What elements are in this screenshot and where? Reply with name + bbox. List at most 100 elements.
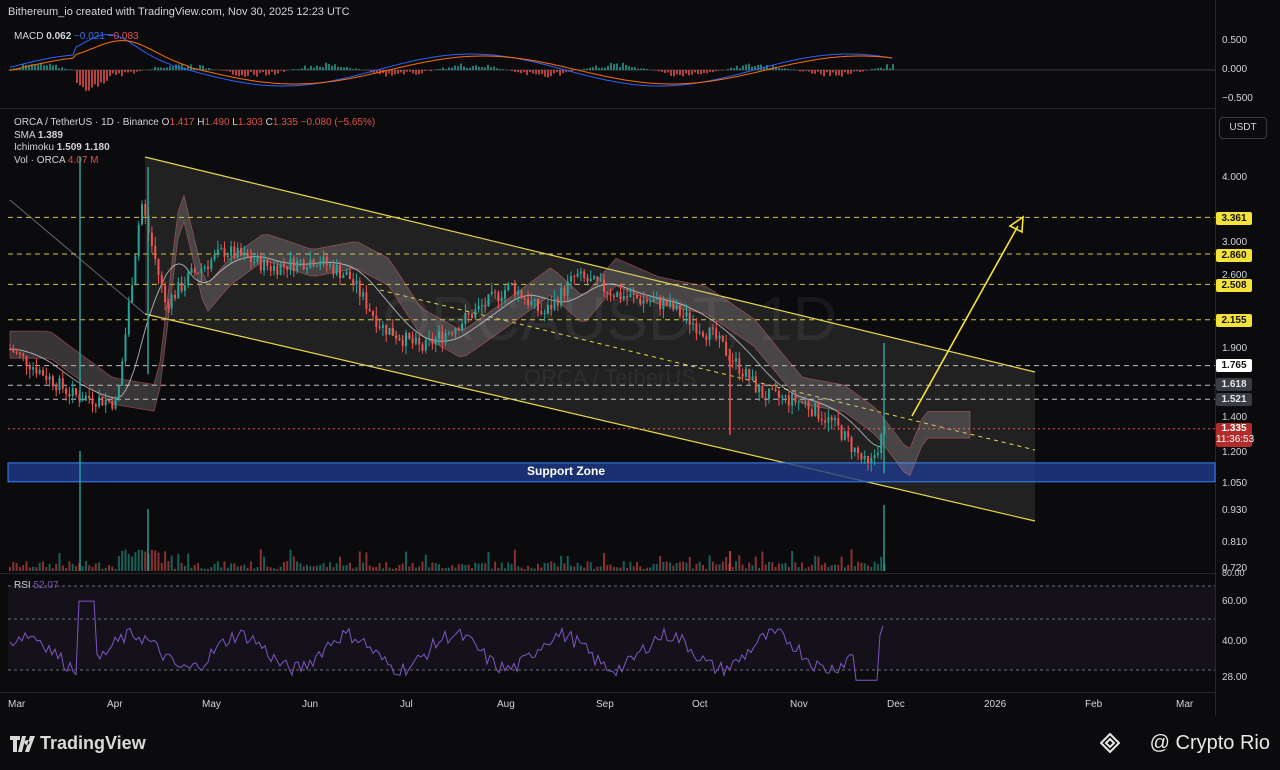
volume-bar [583, 567, 586, 571]
macd-histogram-bar [790, 69, 792, 70]
macd-histogram-bar [808, 70, 810, 72]
symbol-row[interactable]: ORCA / TetherUS · 1D · Binance O1.417 H1… [14, 117, 375, 130]
candle-body [573, 276, 576, 278]
macd-histogram-bar [532, 70, 534, 74]
candle-body [510, 282, 513, 284]
volume-bar [375, 567, 378, 571]
macd-histogram-bar [136, 70, 138, 72]
volume-bar [431, 562, 434, 571]
volume-bar [533, 568, 536, 571]
volume-bar [127, 554, 130, 571]
volume-bar [616, 567, 619, 571]
volume-bar [193, 564, 196, 571]
macd-histogram-bar [424, 70, 426, 71]
macd-histogram-bar [70, 69, 72, 70]
macd-histogram-bar [547, 70, 549, 78]
tradingview-brand[interactable]: TradingView [40, 733, 146, 753]
chart-canvas[interactable]: ORCAUSDT, 1D ORCA / TetherUS [0, 0, 1280, 718]
candle-body [530, 301, 533, 306]
volume-bar [226, 567, 229, 571]
macd-histogram-bar [322, 67, 324, 70]
macd-legend[interactable]: MACD 0.062 −0.021 −0.083 [14, 31, 139, 44]
volume-bar [28, 567, 31, 571]
macd-histogram-bar [841, 70, 843, 77]
candle-body [388, 328, 391, 335]
candle-body [735, 358, 737, 362]
macd-histogram-bar [745, 64, 747, 70]
volume-bar [853, 566, 856, 571]
macd-histogram-bar [172, 66, 174, 70]
macd-histogram-bar [256, 70, 258, 77]
macd-histogram-bar [589, 67, 591, 70]
volume-bar [124, 549, 127, 571]
candle-body [820, 419, 823, 421]
macd-histogram-bar [385, 70, 387, 77]
volume-bar [282, 562, 285, 571]
main-legend[interactable]: ORCA / TetherUS · 1D · Binance O1.417 H1… [14, 117, 375, 167]
macd-histogram-bar [202, 65, 204, 70]
candle-body [629, 293, 632, 297]
macd-histogram-bar [319, 66, 321, 70]
macd-histogram-bar [421, 70, 423, 74]
volume-spike [729, 551, 731, 571]
candle-body [276, 265, 279, 275]
volume-bar [754, 556, 757, 571]
macd-histogram-bar [94, 70, 96, 85]
candle-body [444, 333, 447, 343]
volume-bar [543, 562, 546, 571]
sma-legend-row[interactable]: SMA 1.389 [14, 130, 375, 143]
volume-bar [134, 552, 137, 571]
volume-bar [65, 567, 68, 571]
candle-body [230, 246, 233, 256]
candle-body [718, 335, 721, 339]
candle-body [652, 299, 655, 302]
candle-body [857, 447, 860, 454]
ichimoku-legend-row[interactable]: Ichimoku 1.509 1.180 [14, 142, 375, 155]
volume-bar [253, 568, 256, 571]
macd-histogram-bar [739, 68, 741, 70]
macd-histogram-bar [556, 70, 558, 73]
macd-histogram-bar [826, 70, 828, 73]
x-tick: Oct [692, 699, 708, 710]
macd-histogram-bar [688, 70, 690, 76]
volume-bar [632, 566, 635, 571]
candle-body [154, 245, 157, 260]
candle-body [170, 294, 173, 309]
volume-bar [603, 553, 605, 571]
volume-legend-row[interactable]: Vol · ORCA 4.07 M [14, 155, 375, 168]
candle-body [540, 311, 543, 315]
ichimoku-value-2: 1.180 [84, 142, 110, 154]
volume-bar [622, 561, 625, 571]
projection-arrow-line [911, 225, 1019, 417]
candle-body [645, 299, 648, 302]
candle-body [702, 332, 704, 337]
currency-button[interactable]: USDT [1219, 117, 1267, 139]
macd-histogram-bar [442, 67, 444, 70]
macd-histogram-bar [823, 70, 825, 77]
volume-bar [761, 551, 764, 571]
macd-histogram-bar [514, 70, 516, 73]
volume-bar [279, 566, 282, 571]
volume-bar [774, 567, 777, 571]
macd-histogram-bar [394, 70, 396, 75]
macd-histogram-bar [121, 70, 123, 77]
macd-histogram-bar [811, 70, 813, 74]
macd-histogram-bar [250, 70, 252, 72]
candle-body [804, 401, 807, 403]
time-axis-separator [0, 692, 1215, 693]
macd-histogram-bar [325, 62, 327, 70]
volume-bar [850, 549, 853, 571]
candle-body [111, 401, 114, 409]
volume-bar [418, 566, 421, 571]
macd-histogram-bar [844, 70, 846, 73]
volume-bar [830, 565, 833, 571]
price-tick: 4.000 [1222, 172, 1248, 183]
volume-bar [411, 562, 414, 571]
macd-histogram-bar [157, 67, 159, 70]
macd-histogram-bar [337, 66, 339, 70]
candle-body [306, 267, 308, 270]
macd-histogram-bar [181, 64, 183, 70]
macd-histogram-bar [475, 65, 477, 70]
volume-bar [596, 566, 599, 571]
candle-body [91, 398, 94, 405]
